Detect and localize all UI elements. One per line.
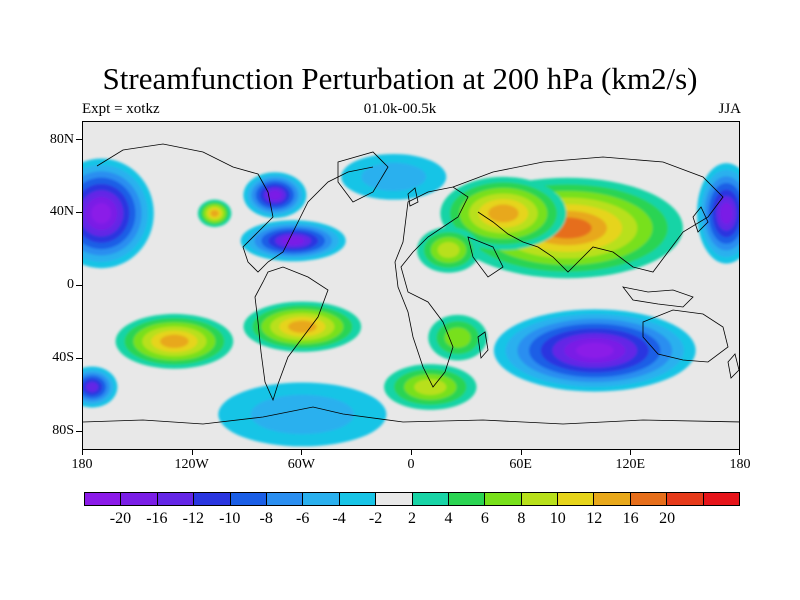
map-canvas (83, 143, 739, 447)
lon-tick (82, 449, 83, 455)
antarctica-coast (83, 406, 739, 425)
contour-fill (268, 190, 282, 200)
contour-fill (282, 236, 305, 246)
colorbar-swatch (157, 493, 195, 505)
lat-tick (76, 431, 82, 432)
colorbar (84, 492, 740, 506)
colorbar-swatch (448, 493, 486, 505)
japan-coast (692, 206, 709, 233)
indonesia-coast (622, 286, 694, 308)
period-label: 01.0k-00.5k (363, 101, 437, 117)
colorbar-swatch (630, 493, 668, 505)
lat-label-80s: 80S (52, 423, 74, 438)
lat-tick (76, 358, 82, 359)
colorbar-label: -2 (368, 510, 383, 527)
colorbar-swatch (230, 493, 267, 505)
lon-label: 60W (287, 457, 315, 472)
colorbar-label: -8 (259, 510, 273, 527)
colorbar-swatch (121, 493, 158, 505)
contour-fill (91, 203, 112, 224)
lon-tick (630, 449, 632, 455)
lat-label-80n: 80N (49, 132, 74, 147)
colorbar-swatch (703, 493, 740, 505)
colorbar-label: -20 (109, 510, 132, 527)
colorbar-label: 8 (517, 510, 526, 527)
colorbar-label: 2 (408, 510, 416, 527)
lon-label: 180 (71, 457, 93, 472)
colorbar-label: -12 (182, 510, 204, 527)
greenland-coast (337, 151, 389, 203)
contour-fill (437, 241, 460, 258)
contour-fill (414, 379, 447, 395)
colorbar-swatch (485, 493, 522, 505)
contour-fill (720, 202, 733, 224)
south-america-coast (254, 266, 329, 402)
colorbar-label: 10 (549, 510, 566, 527)
lon-tick (520, 449, 522, 455)
colorbar-label: -16 (146, 510, 168, 527)
colorbar-label: 20 (659, 510, 676, 527)
colorbar-swatch (85, 493, 122, 505)
arabia-coast (467, 236, 504, 278)
colorbar-swatch (667, 493, 704, 505)
europe-africa-coast (394, 186, 469, 388)
colorbar-swatch (339, 493, 377, 505)
colorbar-swatch (266, 493, 304, 505)
coastlines (83, 143, 739, 425)
colorbar-swatch (194, 493, 231, 505)
contour-fill (250, 394, 355, 435)
contour-fill (160, 334, 189, 348)
lat-tick (76, 139, 82, 140)
lat-tick (76, 212, 82, 213)
colorbar-swatch (376, 493, 413, 505)
contour-fill (576, 342, 614, 359)
uk-coast (407, 187, 419, 207)
contour-fill (444, 327, 471, 348)
contour-fill (86, 382, 99, 393)
colorbar-label: 4 (444, 510, 453, 527)
north-america-coast (96, 143, 374, 273)
colorbar-swatch (594, 493, 631, 505)
contour-fill (488, 204, 519, 223)
colorbar-label: -4 (332, 510, 346, 527)
lat-tick (76, 285, 82, 286)
colorbar-swatch (303, 493, 340, 505)
streamfunction-map (82, 121, 740, 450)
lat-label-40n: 40N (49, 204, 74, 219)
colorbar-label: -6 (295, 510, 310, 527)
colorbar-swatch (412, 493, 449, 505)
lon-tick (191, 449, 193, 455)
plot-title: Streamfunction Perturbation at 200 hPa (… (102, 61, 698, 96)
australia-coast (642, 309, 729, 363)
lon-tick (301, 449, 303, 455)
contour-fill (288, 320, 317, 333)
madagascar-coast (477, 331, 489, 359)
lon-label: 120E (615, 457, 646, 472)
colorbar-label: 12 (586, 510, 603, 527)
colorbar-label: 16 (622, 510, 639, 527)
lon-label: 0 (407, 457, 415, 472)
season-label: JJA (718, 101, 741, 117)
colorbar-swatch (521, 493, 559, 505)
contour-fill (210, 210, 219, 217)
lat-label-equator: 0 (67, 277, 74, 292)
lat-label-40s: 40S (52, 350, 74, 365)
asia-coast (452, 156, 724, 273)
lon-label: 60E (509, 457, 532, 472)
lon-label: 120W (174, 457, 209, 472)
experiment-label: Expt = xotkz (82, 101, 160, 117)
new-zealand-coast (727, 353, 739, 379)
lon-label: 180 (729, 457, 751, 472)
lon-tick (411, 449, 412, 455)
colorbar-label: 6 (480, 510, 489, 527)
colorbar-swatch (558, 493, 595, 505)
colorbar-label: -10 (219, 510, 241, 527)
lon-tick (739, 449, 740, 455)
